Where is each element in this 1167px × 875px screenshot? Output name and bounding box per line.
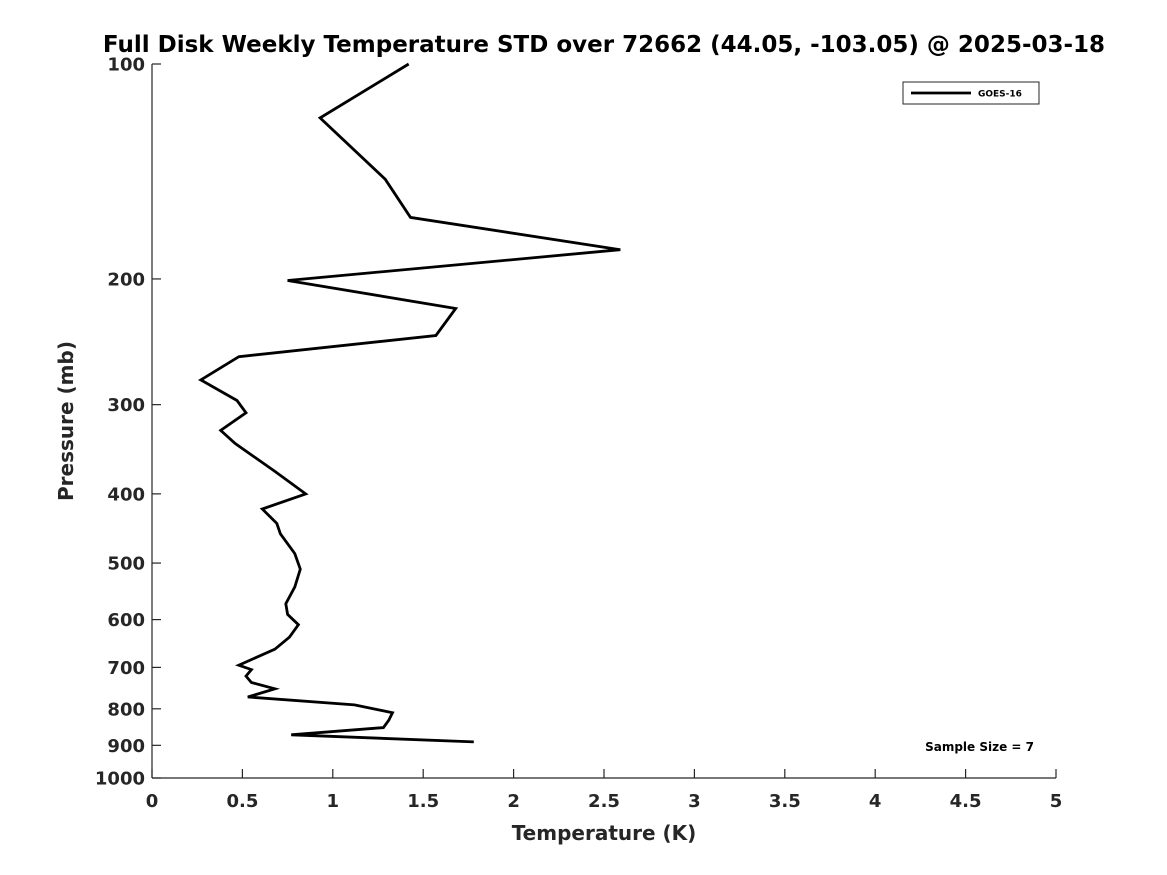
x-axis-label: Temperature (K) [512,821,697,845]
x-tick-label: 1.5 [407,791,439,812]
x-tick-label: 0 [146,791,159,812]
y-ticks: 100 200 300 400 500 600 700 800 900 1000 [95,55,161,790]
legend: GOES-16 [902,81,1040,105]
x-tick-label: 5 [1050,791,1063,812]
y-tick-label: 900 [107,736,145,757]
y-tick-label: 500 [107,554,145,575]
y-tick-label: 600 [107,610,145,631]
y-tick-label: 700 [107,658,145,679]
y-tick-label: 400 [107,484,145,505]
x-tick-label: 3 [688,791,701,812]
y-tick-label: 800 [107,699,145,720]
x-tick-label: 4.5 [950,791,982,812]
plot-area: 0 0.5 1 1.5 2 2.5 3 3.5 4 4.5 5 100 200 300 400 500 600… [95,55,1062,813]
x-tick-label: 4 [869,791,882,812]
sample-size-annotation: Sample Size = 7 [925,740,1034,754]
chart-title: Full Disk Weekly Temperature STD over 72… [103,32,1105,58]
x-tick-label: 2 [507,791,520,812]
y-tick-label: 1000 [95,769,145,790]
x-tick-label: 3.5 [769,791,801,812]
y-tick-label: 100 [107,55,145,76]
series-line-goes16 [198,62,621,744]
x-tick-label: 1 [327,791,340,812]
y-tick-label: 200 [107,269,145,290]
x-ticks: 0 0.5 1 1.5 2 2.5 3 3.5 4 4.5 5 [146,769,1063,812]
x-tick-label: 0.5 [226,791,258,812]
x-tick-label: 2.5 [588,791,620,812]
y-tick-label: 300 [107,395,145,416]
legend-label-goes16: GOES-16 [978,90,1022,100]
y-axis-label: Pressure (mb) [54,341,78,501]
